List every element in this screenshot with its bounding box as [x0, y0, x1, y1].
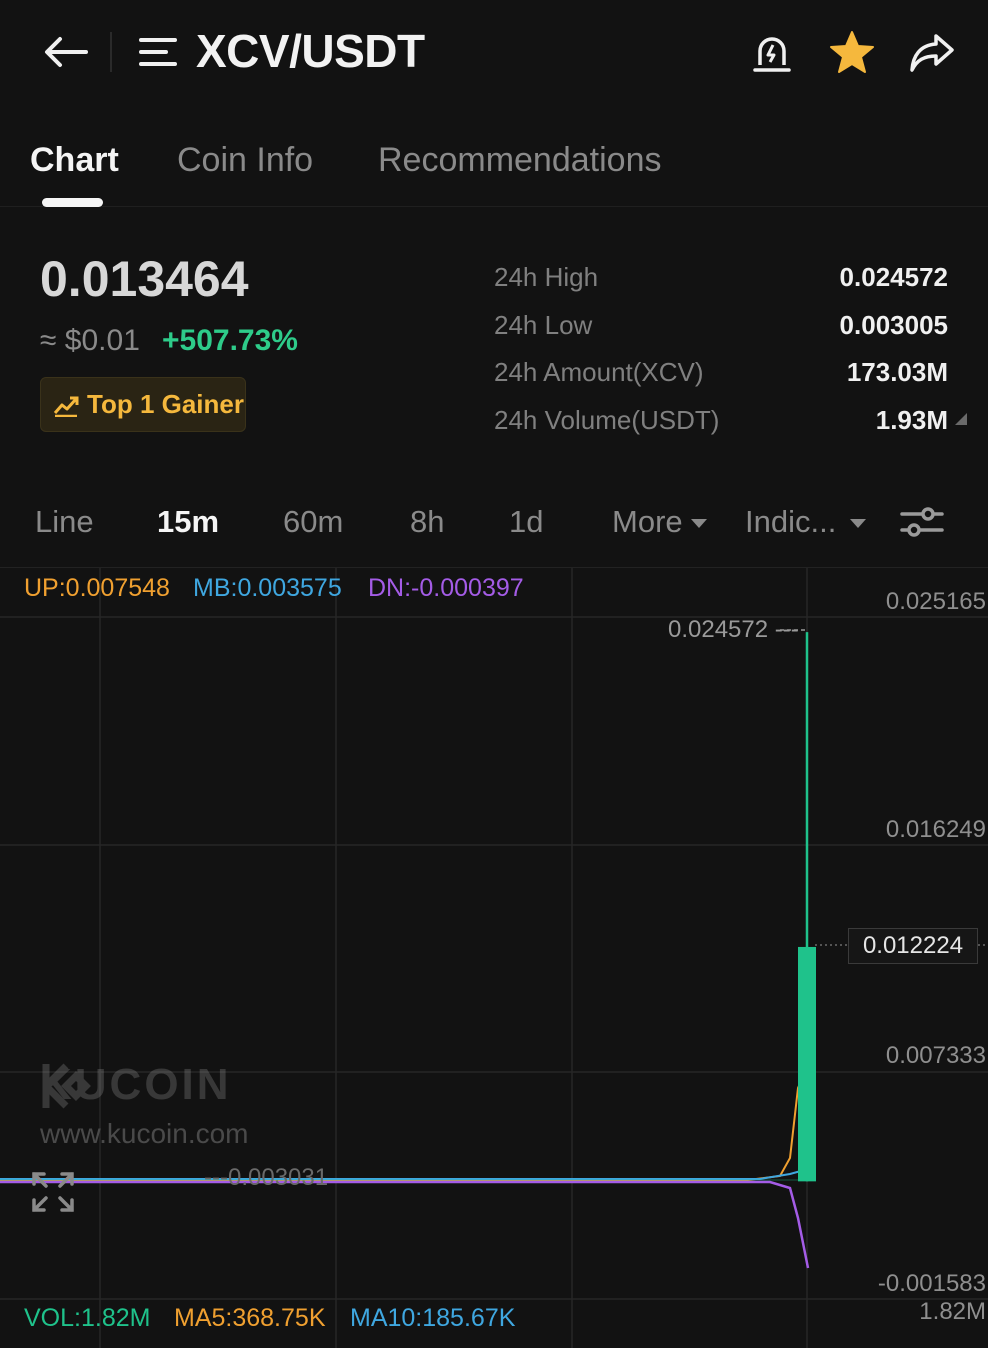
- volume-ma10: MA10:185.67K: [350, 1304, 516, 1332]
- volume-axis-max: 1.82M: [919, 1298, 986, 1325]
- candle-body: [798, 946, 816, 1182]
- stat-value-low: 0.003005: [839, 310, 948, 340]
- kucoin-logo-icon: [42, 1063, 91, 1109]
- interval-15m[interactable]: 15m: [157, 504, 220, 539]
- stat-value-volume: 1.93M: [875, 405, 948, 435]
- stat-label-volume: 24h Volume(USDT): [494, 405, 720, 435]
- tab-chart[interactable]: Chart: [30, 141, 119, 179]
- star-icon: [830, 31, 874, 73]
- interval-60m[interactable]: 60m: [283, 504, 344, 539]
- top-gainer-label: Top 1 Gainer: [87, 389, 244, 419]
- bollinger-mid-line: [0, 1168, 809, 1180]
- stat-value-amount: 173.03M: [846, 357, 948, 387]
- current-price-tag[interactable]: 0.012224: [848, 928, 978, 964]
- indicator-up: UP:0.007548: [24, 574, 170, 602]
- indicators-label: Indic...: [745, 504, 837, 539]
- sliders-icon: [900, 507, 944, 537]
- tab-recommendations[interactable]: Recommendations: [378, 141, 662, 179]
- watermark-brand: KUCOIN: [40, 1060, 232, 1109]
- stat-label-high: 24h High: [494, 262, 599, 292]
- header-divider: [110, 32, 112, 72]
- pair-menu-button[interactable]: [138, 30, 180, 74]
- indicator-dn: DN:-0.000397: [368, 574, 524, 602]
- share-icon: [910, 34, 954, 72]
- corner-triangle-icon: [955, 413, 967, 425]
- price-alert-button[interactable]: [748, 28, 796, 76]
- interval-8h[interactable]: 8h: [410, 504, 445, 539]
- usd-price: ≈ $0.01: [40, 324, 140, 357]
- price-chart[interactable]: UP:0.007548 MB:0.003575 DN:-0.000397 0.0…: [0, 568, 988, 1348]
- axis-label: 0.025165: [885, 588, 986, 615]
- stat-label-low: 24h Low: [494, 310, 593, 340]
- price-change-percent: +507.73%: [162, 324, 298, 357]
- active-tab-indicator: [42, 198, 103, 207]
- share-button[interactable]: [908, 28, 956, 76]
- expand-icon: [32, 1172, 74, 1212]
- interval-line[interactable]: Line: [35, 504, 94, 539]
- fullscreen-button[interactable]: [30, 1170, 80, 1218]
- last-price: 0.013464: [40, 251, 249, 307]
- volume-label: VOL:1.82M: [24, 1304, 151, 1332]
- chart-canvas: [0, 568, 988, 1348]
- axis-label: 0.016249: [885, 816, 986, 843]
- price-alert-icon: [753, 37, 791, 72]
- chevron-down-icon: [690, 519, 707, 529]
- indicators-dropdown[interactable]: Indic...: [745, 504, 867, 540]
- bollinger-dn-line: [0, 1180, 810, 1269]
- stat-value-high: 0.024572: [839, 262, 948, 292]
- chevron-down-icon: [850, 519, 867, 529]
- menu-icon: [139, 38, 177, 66]
- kucoin-watermark: KUCOIN: [40, 1060, 232, 1110]
- stat-label-amount: 24h Amount(XCV): [494, 357, 704, 387]
- watermark-url: www.kucoin.com: [40, 1118, 249, 1149]
- top-bar: XCV/USDT: [0, 0, 988, 105]
- interval-1d[interactable]: 1d: [509, 504, 544, 539]
- tab-coin-info[interactable]: Coin Info: [177, 141, 314, 179]
- back-arrow-icon: [45, 37, 88, 67]
- chart-grid: [0, 568, 988, 1348]
- pair-title[interactable]: XCV/USDT: [196, 25, 425, 77]
- trending-up-icon: [53, 396, 79, 417]
- interval-bar: Line 15m 60m 8h 1d More Indic...: [0, 490, 988, 568]
- tab-bar: Chart Coin Info Recommendations: [0, 105, 988, 207]
- favorite-button[interactable]: [828, 28, 876, 76]
- volume-ma5: MA5:368.75K: [174, 1304, 326, 1332]
- top-gainer-badge[interactable]: Top 1 Gainer: [40, 377, 246, 432]
- chart-settings-button[interactable]: [896, 500, 948, 544]
- high-marker-label: 0.024572 ---: [668, 616, 799, 643]
- axis-label: -0.001583: [877, 1270, 986, 1297]
- indicator-mb: MB:0.003575: [193, 574, 342, 602]
- low-marker-label: ---0.003031: [204, 1164, 329, 1191]
- interval-more-dropdown[interactable]: More: [612, 504, 707, 540]
- back-button[interactable]: [38, 28, 92, 76]
- axis-label: 0.007333: [885, 1042, 986, 1069]
- interval-more-label: More: [612, 504, 683, 539]
